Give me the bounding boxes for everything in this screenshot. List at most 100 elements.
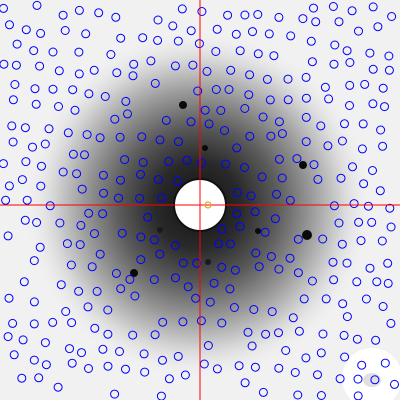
spot-ring-marker[interactable] [318, 234, 328, 244]
spot-ring-marker[interactable] [250, 362, 260, 372]
spot-ring-marker[interactable] [90, 229, 99, 239]
spot-ring-marker[interactable] [205, 297, 215, 307]
spot-ring-marker[interactable] [335, 374, 345, 384]
spot-ring-marker[interactable] [283, 74, 293, 84]
spot-ring-marker[interactable] [158, 317, 168, 327]
spot-ring-marker[interactable] [212, 364, 222, 374]
spot-ring-marker[interactable] [110, 114, 120, 124]
spot-ring-marker[interactable] [83, 302, 93, 312]
spot-ring-marker[interactable] [246, 191, 256, 201]
spot-ring-marker[interactable] [1, 195, 11, 205]
spot-ring-marker[interactable] [115, 132, 125, 142]
spot-ring-marker[interactable] [84, 208, 94, 218]
spot-ring-marker[interactable] [200, 105, 210, 115]
spot-ring-marker[interactable] [74, 286, 84, 296]
spot-ring-marker[interactable] [217, 318, 227, 328]
spot-ring-marker[interactable] [240, 163, 249, 172]
spot-ring-marker[interactable] [253, 10, 263, 19]
spot-ring-marker[interactable] [48, 84, 58, 94]
spot-ring-marker[interactable] [98, 170, 108, 180]
spot-ring-marker[interactable] [324, 94, 334, 104]
spot-ring-marker[interactable] [155, 135, 165, 145]
spot-ring-marker[interactable] [234, 361, 244, 371]
spot-ring-marker[interactable] [352, 334, 362, 344]
spot-ring-marker[interactable] [29, 297, 39, 307]
spot-ring-marker[interactable] [5, 20, 14, 30]
spot-ring-marker[interactable] [353, 374, 363, 384]
spot-ring-marker[interactable] [29, 319, 39, 329]
spot-ring-marker[interactable] [0, 159, 8, 169]
spot-ring-marker[interactable] [250, 207, 260, 217]
spot-ring-marker[interactable] [274, 363, 284, 373]
spot-ring-marker[interactable] [173, 351, 183, 361]
spot-ring-marker[interactable] [371, 335, 381, 345]
spot-ring-marker[interactable] [240, 104, 250, 113]
spot-ring-marker[interactable] [128, 71, 138, 81]
spot-ring-marker[interactable] [116, 175, 125, 185]
spot-ring-marker[interactable] [270, 214, 280, 224]
spot-ring-marker[interactable] [274, 264, 284, 274]
spot-ring-marker[interactable] [75, 240, 85, 250]
spot-ring-marker[interactable] [380, 102, 389, 112]
spot-ring-marker[interactable] [377, 236, 387, 246]
spot-ring-marker[interactable] [342, 258, 352, 268]
spot-ring-marker[interactable] [214, 239, 224, 249]
spot-ring-marker[interactable] [376, 125, 386, 135]
spot-ring-marker[interactable] [370, 375, 380, 385]
spot-ring-marker[interactable] [202, 66, 212, 76]
spot-ring-marker[interactable] [339, 330, 349, 340]
spot-ring-marker[interactable] [90, 323, 100, 333]
spot-ring-marker[interactable] [231, 29, 241, 39]
spot-ring-marker[interactable] [233, 187, 242, 197]
spot-ring-marker[interactable] [54, 102, 63, 111]
spot-ring-marker[interactable] [269, 51, 279, 61]
spot-ring-marker[interactable] [248, 27, 257, 37]
spot-ring-marker[interactable] [54, 66, 64, 76]
spot-ring-marker[interactable] [180, 370, 190, 380]
spot-ring-marker[interactable] [356, 236, 366, 246]
spot-ring-marker[interactable] [298, 14, 308, 24]
spot-ring-marker[interactable] [70, 105, 80, 115]
spot-ring-marker[interactable] [277, 173, 287, 183]
spot-ring-marker[interactable] [266, 131, 276, 141]
spot-ring-marker[interactable] [171, 273, 180, 283]
spot-ring-marker[interactable] [254, 262, 264, 272]
spot-ring-marker[interactable] [363, 201, 373, 211]
spot-ring-marker[interactable] [347, 6, 357, 16]
spot-ring-marker[interactable] [153, 15, 163, 25]
spot-ring-marker[interactable] [232, 143, 242, 153]
spot-ring-marker[interactable] [37, 161, 46, 171]
spot-ring-marker[interactable] [386, 222, 396, 232]
spot-ring-marker[interactable] [17, 175, 27, 185]
spot-ring-marker[interactable] [286, 31, 296, 41]
spot-ring-marker[interactable] [293, 390, 303, 400]
spot-ring-marker[interactable] [328, 257, 338, 267]
spot-ring-marker[interactable] [313, 370, 322, 380]
spot-ring-marker[interactable] [35, 242, 45, 252]
spot-ring-marker[interactable] [345, 101, 354, 110]
spot-ring-marker[interactable] [21, 25, 31, 35]
spot-ring-marker[interactable] [150, 78, 160, 88]
spot-ring-marker[interactable] [354, 217, 364, 227]
spot-ring-marker[interactable] [68, 85, 78, 95]
spot-ring-marker[interactable] [111, 268, 121, 278]
spot-ring-marker[interactable] [158, 355, 167, 365]
spot-ring-marker[interactable] [121, 364, 130, 374]
spot-ring-marker[interactable] [149, 235, 159, 245]
spot-ring-marker[interactable] [137, 132, 147, 142]
spot-ring-marker[interactable] [285, 195, 295, 205]
spot-ring-marker[interactable] [301, 353, 311, 363]
spot-ring-marker[interactable] [61, 307, 71, 316]
spot-ring-marker[interactable] [261, 329, 271, 339]
spot-ring-marker[interactable] [253, 49, 263, 59]
spot-ring-marker[interactable] [345, 58, 355, 67]
spot-ring-marker[interactable] [260, 227, 270, 237]
spot-ring-marker[interactable] [313, 174, 323, 184]
spot-ring-marker[interactable] [244, 90, 254, 100]
spot-ring-marker[interactable] [360, 79, 370, 89]
spot-ring-marker[interactable] [245, 70, 255, 80]
spot-ring-marker[interactable] [323, 141, 333, 151]
spot-ring-marker[interactable] [285, 253, 295, 263]
spot-ring-marker[interactable] [337, 239, 347, 249]
